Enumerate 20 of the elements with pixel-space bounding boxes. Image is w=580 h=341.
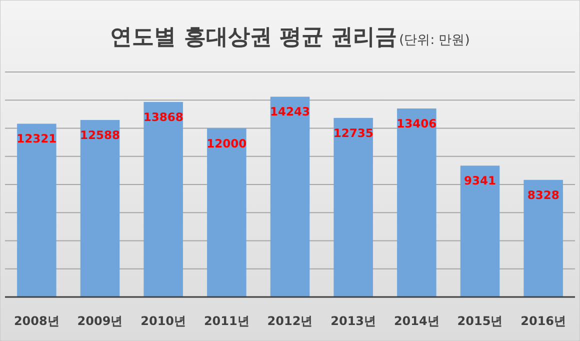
data-label: 12321 bbox=[16, 132, 57, 146]
data-label: 13868 bbox=[143, 110, 184, 124]
x-tick-label: 2013년 bbox=[330, 314, 376, 328]
data-label: 12588 bbox=[80, 128, 120, 142]
x-tick-label: 2016년 bbox=[520, 314, 566, 328]
x-tick-label: 2011년 bbox=[204, 314, 250, 328]
chart-title: 연도별 홍대상권 평균 권리금 bbox=[110, 25, 398, 50]
data-label: 9341 bbox=[464, 174, 496, 188]
data-label: 12000 bbox=[206, 136, 247, 150]
data-label: 8328 bbox=[527, 188, 560, 202]
data-label: 12735 bbox=[333, 126, 374, 140]
data-label: 14243 bbox=[270, 104, 310, 119]
x-tick-label: 2014년 bbox=[394, 314, 440, 328]
x-tick-label: 2009년 bbox=[77, 314, 123, 328]
chart-subtitle: (단위: 만원) bbox=[399, 33, 470, 48]
x-tick-label: 2008년 bbox=[14, 314, 60, 328]
x-tick-label: 2015년 bbox=[457, 314, 503, 328]
data-label: 13406 bbox=[396, 116, 437, 130]
x-tick-label: 2012년 bbox=[267, 314, 313, 328]
x-tick-label: 2010년 bbox=[140, 314, 186, 328]
